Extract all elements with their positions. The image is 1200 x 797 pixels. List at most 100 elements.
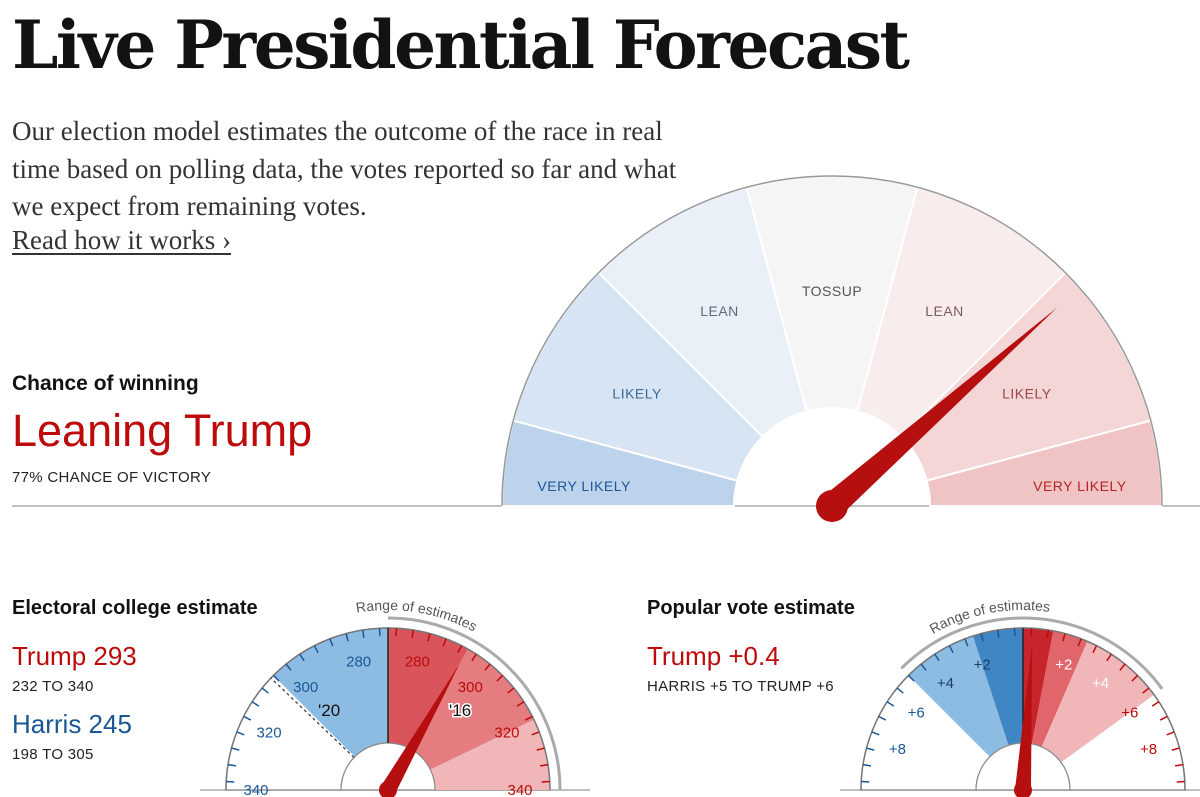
tick-label-harris: +4 xyxy=(937,675,954,692)
trump-band-mid xyxy=(411,649,534,770)
chance-status: Leaning Trump xyxy=(12,405,313,456)
tick-label-trump: +8 xyxy=(1140,741,1157,758)
tick-right xyxy=(1046,629,1050,639)
marker-2020-label: '20 xyxy=(318,701,340,720)
tick-label-trump: 320 xyxy=(494,725,519,742)
tick-left xyxy=(236,731,245,736)
popular-heading: Popular vote estimate xyxy=(647,597,855,619)
tick-right xyxy=(524,715,533,721)
tick-right xyxy=(484,663,491,671)
tick-right xyxy=(531,731,540,736)
tick-left xyxy=(980,633,984,642)
tick-right xyxy=(539,763,549,767)
intro-text: Our election model estimates the outcome… xyxy=(12,116,677,221)
tick-left xyxy=(243,715,252,721)
tick-label-trump: +6 xyxy=(1121,704,1138,721)
segment-label-1: LIKELY xyxy=(612,386,662,402)
chance-heading: Chance of winning xyxy=(12,372,199,395)
popular-range: HARRIS +5 TO TRUMP +6 xyxy=(647,678,834,695)
tick-left xyxy=(862,763,872,767)
tick-right xyxy=(411,629,415,639)
tick-left xyxy=(920,663,927,671)
range-of-estimates-arc xyxy=(387,616,562,791)
tick-right xyxy=(471,653,477,662)
tick-right xyxy=(1142,687,1150,694)
page-title: Live Presidential Forecast xyxy=(12,6,910,84)
tick-label-harris: 340 xyxy=(243,782,268,797)
tick-label-trump: +4 xyxy=(1092,675,1109,692)
segment-label-3: TOSSUP xyxy=(802,283,862,299)
trump-band-dark xyxy=(388,628,468,750)
segment-label-5: LIKELY xyxy=(1002,386,1052,402)
tick-right xyxy=(536,747,545,751)
tick-left xyxy=(361,629,365,639)
tick-label-trump: 340 xyxy=(507,782,532,797)
chance-detail: 77% CHANCE OF VICTORY xyxy=(12,469,212,486)
tick-left xyxy=(896,687,904,694)
tick-left xyxy=(299,653,305,662)
tick-left xyxy=(996,629,1000,639)
tick-label-trump: 280 xyxy=(405,653,430,670)
chance-needle-hub xyxy=(816,490,848,522)
tick-label-harris: +6 xyxy=(908,704,925,721)
tick-right xyxy=(1119,663,1126,671)
segment-label-2: LEAN xyxy=(700,303,739,319)
tick-right xyxy=(1151,701,1160,707)
tick-label-trump: 300 xyxy=(458,679,483,696)
tick-right xyxy=(1062,633,1066,642)
tick-label-harris: +8 xyxy=(889,741,906,758)
tick-left xyxy=(866,747,875,751)
marker-2020-line xyxy=(270,677,355,758)
tick-right xyxy=(427,633,431,642)
tick-right xyxy=(1131,674,1139,682)
tick-right xyxy=(1166,731,1175,736)
popular-needle-hub xyxy=(1014,781,1032,797)
tick-right xyxy=(496,674,504,682)
tick-right xyxy=(1106,653,1112,662)
tick-left xyxy=(886,701,895,707)
electoral-harris-range: 198 TO 305 xyxy=(12,746,94,763)
electoral-needle xyxy=(381,663,460,794)
segment-label-0: VERY LIKELY xyxy=(537,478,631,494)
tick-left xyxy=(313,645,319,654)
tick-left xyxy=(231,747,240,751)
chance-needle xyxy=(823,307,1058,516)
trump-band-light xyxy=(1041,641,1155,763)
tick-label-harris: 320 xyxy=(257,725,282,742)
tick-right xyxy=(1174,763,1184,767)
electoral-heading: Electoral college estimate xyxy=(12,597,258,619)
segment-label-6: VERY LIKELY xyxy=(1033,478,1127,494)
electoral-needle-hub xyxy=(379,781,397,797)
tick-left xyxy=(272,674,280,682)
tick-left xyxy=(251,701,260,707)
trump-band-light xyxy=(430,719,550,790)
popular-leader: Trump +0.4 xyxy=(647,641,780,671)
gauge-outline xyxy=(501,175,1163,507)
harris-band-light xyxy=(908,635,1009,757)
tick-left xyxy=(345,633,349,642)
chance-of-winning-gauge: VERY LIKELY LIKELY LEAN TOSSUP LEAN LIKELY VER… xyxy=(12,174,1200,522)
tick-left xyxy=(948,645,954,654)
tick-left xyxy=(261,687,269,694)
tick-right xyxy=(516,701,525,707)
tick-label-harris: 300 xyxy=(293,679,318,696)
harris-range-band xyxy=(273,628,388,757)
tick-label-trump: +2 xyxy=(1055,656,1072,673)
tick-left xyxy=(285,663,292,671)
tick-label-harris: 280 xyxy=(346,653,371,670)
tick-left xyxy=(907,674,915,682)
harris-band-dark xyxy=(972,628,1023,746)
tick-right xyxy=(1159,715,1168,721)
tick-right xyxy=(1171,747,1180,751)
segment-label-4: LEAN xyxy=(925,303,964,319)
range-of-estimates-arc xyxy=(900,616,1164,690)
tick-left xyxy=(934,653,940,662)
marker-2016-label: '16 xyxy=(449,701,471,720)
electoral-trump: Trump 293 xyxy=(12,641,137,671)
read-how-it-works-link[interactable]: Read how it works › xyxy=(12,225,231,255)
tick-label-harris: +2 xyxy=(974,656,991,673)
tick-left xyxy=(329,638,334,647)
tick-right xyxy=(442,638,447,647)
tick-right xyxy=(457,645,463,654)
